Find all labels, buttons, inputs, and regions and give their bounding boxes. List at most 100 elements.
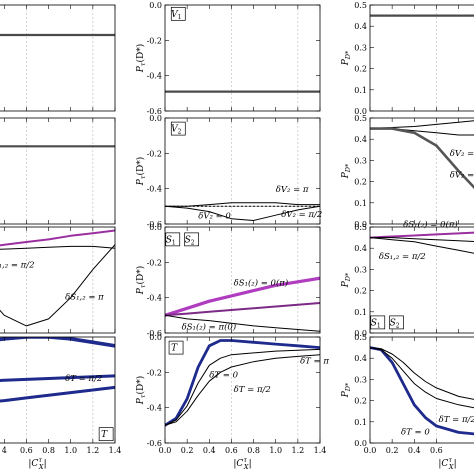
x-tick-label: 0.4 (203, 446, 216, 455)
x-tick-label: 0.0 (364, 446, 377, 455)
series-group (370, 120, 474, 190)
y-axis-label: PD* (341, 272, 352, 288)
series-line-2 (0, 244, 115, 327)
annotation-1: δV₂ = π (276, 185, 309, 195)
annotation-1: δS₁,₂ = π/2 (379, 252, 426, 262)
annotation-2: δS₁(₂) = 0(π) (234, 277, 289, 288)
x-axis-label-sub: X (38, 463, 44, 471)
y-axis-label-main: P (136, 397, 146, 405)
y-axis-label-sub: τ (139, 175, 147, 179)
annotation-2: δS₁,₂ = π (65, 292, 104, 302)
panel-p21 (0, 117, 116, 225)
y-axis-label: Pτ(D*) (135, 266, 147, 295)
label-box-letter: S (390, 318, 396, 328)
series-group (165, 202, 320, 221)
x-axis-label: |Cτ X| (233, 456, 251, 471)
panel-p43: 0.0 0.1 0.2 0.3 0.4 0.5 0.0 0.2 0.4 0.6 PD* |Cτ X| δT… (341, 333, 474, 471)
panel-p13: 0.00.10.20.30.40.5PD*V1 (341, 1, 474, 116)
plot-frame (0, 4, 116, 112)
y-axis-label: Pτ(D*) (135, 376, 147, 405)
y-axis-label-sub: τ (139, 284, 147, 288)
y-axis-label-arg: (D*) (135, 266, 146, 285)
series-line-1 (0, 374, 115, 382)
y-axis-label: Pτ(D*) (135, 157, 147, 186)
series-line-1 (370, 347, 474, 409)
y-tick-label: 0.4 (354, 135, 367, 144)
label-box-letter: S (166, 235, 172, 245)
x-tick-label: 0.0 (159, 446, 172, 455)
x-axis-label-sub: X (243, 463, 249, 471)
y-axis-label-sub: D* (344, 163, 352, 173)
label-box-text-0: T (171, 344, 178, 354)
x-axis-label-close: | (44, 459, 47, 469)
label-box-3 (389, 315, 404, 330)
series-group (0, 229, 115, 327)
series-line-1 (165, 202, 320, 207)
annotation-1: δS₁,₂ = π/2 (0, 261, 35, 271)
series-line-2 (0, 385, 115, 403)
series-group (370, 231, 474, 254)
x-tick-label: 1.0 (269, 446, 282, 455)
series-line-0 (370, 346, 474, 436)
series-group (165, 339, 320, 427)
annotation-3: δV₂ = π/2 (281, 210, 322, 220)
y-tick-label: 0.1 (354, 199, 367, 208)
y-axis-label-sub: D* (344, 382, 352, 392)
y-tick-label: 0.3 (354, 265, 367, 274)
x-axis-label-open: |C (438, 459, 448, 469)
y-axis-label-arg: (D*) (135, 376, 146, 395)
y-tick-label: 0.0 (354, 220, 367, 229)
x-axis-label-close: | (249, 459, 252, 469)
x-tick-label: 0.6 (430, 446, 443, 455)
series-line-0 (0, 337, 115, 348)
label-box-text-1: S2 (185, 235, 195, 246)
annotation-1: δT = 0 (401, 428, 430, 438)
label-box-2 (98, 427, 114, 442)
label-box-letter: S (185, 235, 191, 245)
plot-frame (164, 226, 321, 334)
y-tick-label: -0.2 (147, 149, 162, 158)
series-line-0 (0, 229, 115, 247)
plot-frame (369, 336, 474, 444)
panel-p42: -0.6 -0.4 -0.2 0.0 0.0 0.2 0.4 0.6 0.8 1.0 1.2 1.4 P… (135, 333, 329, 471)
x-axis-label-open: |C (233, 459, 243, 469)
annotation-2: δT = π (300, 357, 329, 367)
y-tick-label: 0.2 (354, 287, 367, 296)
series-line-2 (370, 237, 474, 254)
y-tick-label: 0.0 (149, 223, 162, 232)
y-axis-label: Pτ(D*) (135, 44, 147, 73)
plot-frame (369, 117, 474, 225)
plot-frame (164, 336, 321, 444)
series-group (370, 346, 474, 436)
y-axis-label-main: P (341, 280, 351, 288)
y-tick-label: 0.1 (354, 308, 367, 317)
x-tick-label: 0.4 (408, 446, 421, 455)
x-tick-label: 1.2 (291, 446, 304, 455)
y-tick-label: 0.2 (354, 178, 367, 187)
annotation-1: δT = 0 (209, 371, 238, 381)
y-axis-label: PD* (341, 163, 352, 179)
series-line-1 (165, 348, 320, 426)
y-tick-label: 0.5 (354, 333, 367, 342)
y-tick-label: 0.5 (354, 223, 367, 232)
x-tick-label: 0.8 (247, 446, 260, 455)
y-tick-label: -0.2 (147, 258, 162, 267)
y-axis-label-main: P (341, 171, 351, 179)
x-tick-label: 1.0 (64, 446, 77, 455)
y-tick-label: 0.0 (354, 107, 367, 116)
annotation-2: δV₂ = 0 (198, 212, 231, 222)
y-tick-label: 0.2 (354, 397, 367, 406)
x-tick-label: 0.6 (20, 446, 33, 455)
y-tick-label: 0.4 (354, 354, 367, 363)
series-line-1 (165, 302, 320, 317)
y-tick-label: 0.0 (354, 329, 367, 338)
annotation-0: δT = π/2 (65, 374, 102, 384)
plot-frame (369, 4, 474, 112)
x-tick-label: 0.6 (225, 446, 238, 455)
y-tick-label: -0.4 (147, 185, 162, 194)
y-axis-label-main: P (136, 65, 146, 73)
label-box-letter: T (171, 344, 178, 354)
series-line-2 (165, 314, 320, 332)
plot-frame (0, 117, 116, 225)
